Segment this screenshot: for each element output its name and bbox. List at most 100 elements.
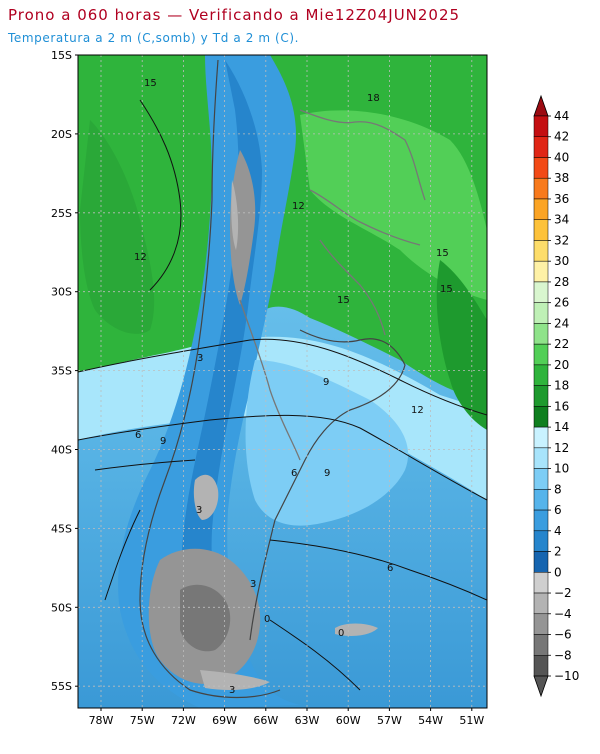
colorbar-swatch (533, 198, 549, 220)
latitude-label: 50S (51, 601, 72, 614)
colorbar-swatch (533, 323, 549, 345)
contour-label: 12 (411, 405, 424, 416)
colorbar-swatch (533, 592, 549, 615)
colorbar-label: 0 (554, 565, 562, 579)
colorbar-swatch (533, 551, 549, 573)
colorbar-swatch (533, 468, 549, 490)
contour-label: 12 (292, 201, 305, 212)
contour-label: 0 (264, 614, 270, 625)
colorbar-swatch (533, 613, 549, 635)
temp-band-20 (300, 110, 487, 300)
colorbar-label: 42 (554, 130, 569, 144)
contour-pacific-15 (139, 99, 182, 291)
map-title: Prono a 060 horas — Verificando a Mie12Z… (8, 6, 461, 24)
latitude-label: 40S (51, 444, 72, 457)
colorbar-label: 8 (554, 482, 562, 496)
contour-12 (78, 414, 487, 501)
latitude-label: 55S (51, 680, 72, 693)
contour-label: 0 (338, 628, 344, 639)
colorbar-label: 28 (554, 275, 569, 289)
colorbar-label: 24 (554, 316, 569, 330)
colorbar-swatch (533, 530, 549, 552)
map-frame (77, 54, 488, 709)
contour-label: 6 (291, 468, 297, 479)
subzero-zone-tierra-del-fuego (200, 670, 270, 690)
latitude-axis: 15S 20S 25S 30S 35S 40S 45S 50S 55S (51, 49, 78, 693)
colorbar-label: −4 (554, 607, 572, 621)
contour-label: 3 (250, 579, 256, 590)
colorbar-label: 40 (554, 150, 569, 164)
contour-label: 3 (196, 505, 202, 516)
colorbar-swatch (533, 634, 549, 656)
contour-label: 9 (323, 377, 329, 388)
contour-0 (269, 619, 361, 691)
colorbar-swatch (533, 509, 549, 532)
colorbar-bottom-arrow (533, 675, 549, 698)
contour-labels: 15 18 12 12 15 15 15 3 9 12 6 9 6 9 3 6 … (134, 78, 453, 696)
border-provinces (239, 299, 301, 461)
longitude-label: 51W (459, 714, 484, 727)
colorbar-swatch (533, 572, 549, 594)
colorbar-swatch (533, 406, 549, 428)
colorbar-swatch (533, 364, 549, 386)
colorbar-label: 18 (554, 379, 569, 393)
colorbar-label: −8 (554, 648, 572, 662)
longitude-label: 69W (212, 714, 237, 727)
borders (239, 109, 426, 461)
longitude-label: 57W (377, 714, 402, 727)
contour-label: 3 (197, 353, 203, 364)
colorbar-label: 4 (554, 524, 562, 538)
longitude-label: 54W (418, 714, 443, 727)
longitude-label: 66W (253, 714, 278, 727)
colorbar-swatch (533, 426, 549, 449)
colorbar-swatch (533, 219, 549, 241)
subzero-zone-malvinas (335, 623, 378, 636)
contour-label: 18 (367, 93, 380, 104)
colorbar-swatch (533, 177, 549, 200)
temp-band-16-pacific (80, 120, 155, 334)
colorbar-swatch (533, 260, 549, 283)
colorbar-label: 34 (554, 213, 569, 227)
atlantic-coast (249, 329, 406, 641)
colorbar-label: −2 (554, 586, 572, 600)
colorbar-label: 16 (554, 399, 569, 413)
colorbar-swatch (533, 281, 549, 303)
subzero-zone-north (230, 150, 256, 305)
colorbar-label: 22 (554, 337, 569, 351)
contour-label: 15 (440, 284, 453, 295)
colorbar: 4442403836343230282624222018161412108642… (533, 94, 579, 698)
map-panel: 15 18 12 12 15 15 15 3 9 12 6 9 6 9 3 6 … (78, 55, 487, 708)
contour-label: 9 (160, 436, 166, 447)
colorbar-label: 30 (554, 254, 569, 268)
longitude-label: 63W (295, 714, 320, 727)
border-bolivia-brazil (299, 109, 426, 201)
colorbar-swatch (533, 385, 549, 407)
contour-label: 6 (135, 430, 141, 441)
subzero-zone-patagonia (193, 474, 219, 520)
temp-band-8 (245, 360, 409, 526)
contour-9 (94, 459, 196, 471)
colorbar-swatch (533, 240, 549, 262)
colorbar-label: 2 (554, 545, 562, 559)
colorbar-swatch (533, 302, 549, 324)
colorbar-swatch (533, 447, 549, 469)
temp-band-14 (436, 260, 487, 430)
latitude-label: 15S (51, 49, 72, 62)
colorbar-label: 20 (554, 358, 569, 372)
longitude-axis: 78W 75W 72W 69W 66W 63W 60W 57W 54W 51W (89, 708, 484, 727)
latitude-label: 25S (51, 207, 72, 220)
colorbar-label: 14 (554, 420, 569, 434)
subzero-zone-south-core (180, 584, 231, 652)
border-paraguay (309, 189, 421, 246)
colorbar-swatch (533, 136, 549, 158)
colorbar-swatch (533, 655, 549, 677)
colorbar-label: 26 (554, 296, 569, 310)
latitude-label: 35S (51, 365, 72, 378)
latitude-label: 20S (51, 128, 72, 141)
contour-6 (269, 539, 487, 601)
contour-lines (78, 99, 487, 691)
colorbar-label: −6 (554, 628, 572, 642)
colorbar-label: 6 (554, 503, 562, 517)
subzero-zone-north-light (231, 180, 239, 250)
